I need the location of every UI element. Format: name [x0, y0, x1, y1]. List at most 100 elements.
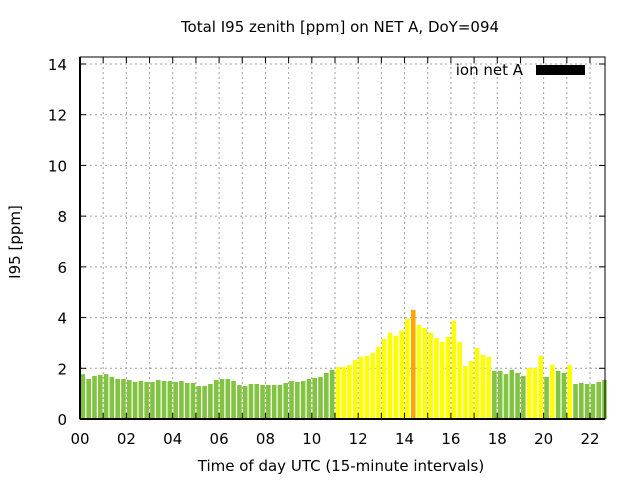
bar-moderate	[422, 327, 428, 419]
bar-moderate	[399, 330, 404, 419]
y-tick-label: 12	[48, 107, 67, 125]
bar-low	[248, 384, 254, 419]
bar-moderate	[335, 367, 341, 419]
legend: ion net A	[456, 61, 585, 79]
bar-moderate	[468, 360, 474, 419]
bar-low	[138, 380, 144, 419]
axes	[79, 56, 606, 420]
bar-low	[109, 376, 115, 419]
bar-moderate	[463, 366, 468, 419]
bar-low	[584, 384, 590, 419]
bar-low	[555, 370, 561, 419]
bar-low	[219, 378, 225, 419]
bar-low	[132, 381, 138, 419]
bar-low	[86, 378, 91, 419]
bars	[80, 309, 607, 419]
bar-low	[271, 385, 277, 419]
bar-low	[254, 384, 260, 419]
bar-low	[196, 386, 202, 419]
bar-low	[225, 378, 231, 419]
bar-low	[590, 384, 596, 419]
bar-low	[237, 385, 242, 419]
bar-moderate	[434, 337, 439, 419]
x-tick-label: 16	[441, 430, 460, 448]
bar-low	[208, 384, 213, 419]
bar-low	[573, 384, 578, 419]
plot-frame	[79, 56, 606, 420]
bar-low	[173, 381, 178, 419]
bar-moderate	[376, 346, 381, 419]
bar-low	[179, 380, 184, 419]
bar-low	[497, 370, 503, 419]
x-tick-label: 10	[302, 430, 321, 448]
y-tick-label: 14	[48, 56, 67, 74]
bar-low	[155, 379, 161, 419]
x-tick-label: 02	[117, 430, 136, 448]
legend-swatch	[536, 65, 585, 75]
bar-moderate	[381, 338, 387, 419]
bar-moderate	[393, 335, 399, 419]
y-tick-label: 8	[57, 208, 67, 226]
x-tick-label: 20	[534, 430, 553, 448]
bar-low	[492, 370, 497, 419]
bar-low	[289, 380, 294, 419]
bar-low	[161, 380, 167, 419]
bar-low	[202, 386, 207, 419]
bar-low	[318, 376, 323, 419]
bar-moderate	[370, 352, 375, 419]
bar-low	[306, 378, 312, 419]
bar-low	[283, 382, 289, 419]
bar-low	[103, 374, 109, 419]
bar-moderate	[428, 332, 433, 419]
bar-low	[521, 375, 526, 419]
x-tick-label: 00	[70, 430, 89, 448]
bar-low	[231, 380, 236, 419]
bar-low	[312, 377, 318, 419]
bar-low	[579, 382, 584, 419]
bar-low	[150, 381, 155, 419]
bar-low	[295, 381, 300, 419]
bar-low	[561, 372, 567, 419]
bar-moderate	[474, 348, 480, 419]
bar-low	[260, 385, 265, 419]
bar-low	[121, 378, 126, 419]
bar-moderate	[416, 324, 422, 419]
y-tick-label: 0	[57, 411, 67, 429]
bar-moderate	[532, 368, 538, 419]
bar-low	[184, 382, 190, 419]
chart-title: Total I95 zenith [ppm] on NET A, DoY=094	[180, 18, 499, 36]
bar-low	[242, 386, 248, 419]
bar-low	[515, 372, 520, 419]
bar-low	[190, 382, 196, 419]
bar-low	[80, 374, 86, 419]
bar-moderate	[364, 355, 370, 419]
bar-low	[115, 378, 120, 419]
bar-high	[410, 309, 416, 419]
y-tick-label: 4	[57, 310, 67, 328]
bar-low	[277, 385, 283, 419]
bar-moderate	[486, 356, 491, 419]
bar-moderate	[347, 364, 352, 419]
bar-moderate	[538, 355, 544, 419]
bar-low	[92, 375, 97, 419]
bar-low	[544, 376, 549, 419]
bar-low	[503, 374, 509, 419]
legend-label: ion net A	[456, 61, 524, 79]
y-tick-label: 6	[57, 259, 67, 277]
bar-moderate	[405, 318, 410, 419]
bar-moderate	[567, 364, 573, 419]
bar-moderate	[451, 320, 457, 419]
bar-low	[509, 369, 515, 419]
bar-moderate	[358, 356, 364, 419]
y-tick-label: 2	[57, 360, 67, 378]
x-axis-label: Time of day UTC (15-minute intervals)	[197, 457, 484, 475]
bar-moderate	[457, 341, 462, 419]
grid-lines	[80, 57, 605, 419]
bar-low	[266, 385, 271, 419]
bar-moderate	[526, 368, 532, 419]
x-tick-label: 08	[256, 430, 275, 448]
bar-low	[596, 381, 601, 419]
x-tick-label: 22	[580, 430, 599, 448]
